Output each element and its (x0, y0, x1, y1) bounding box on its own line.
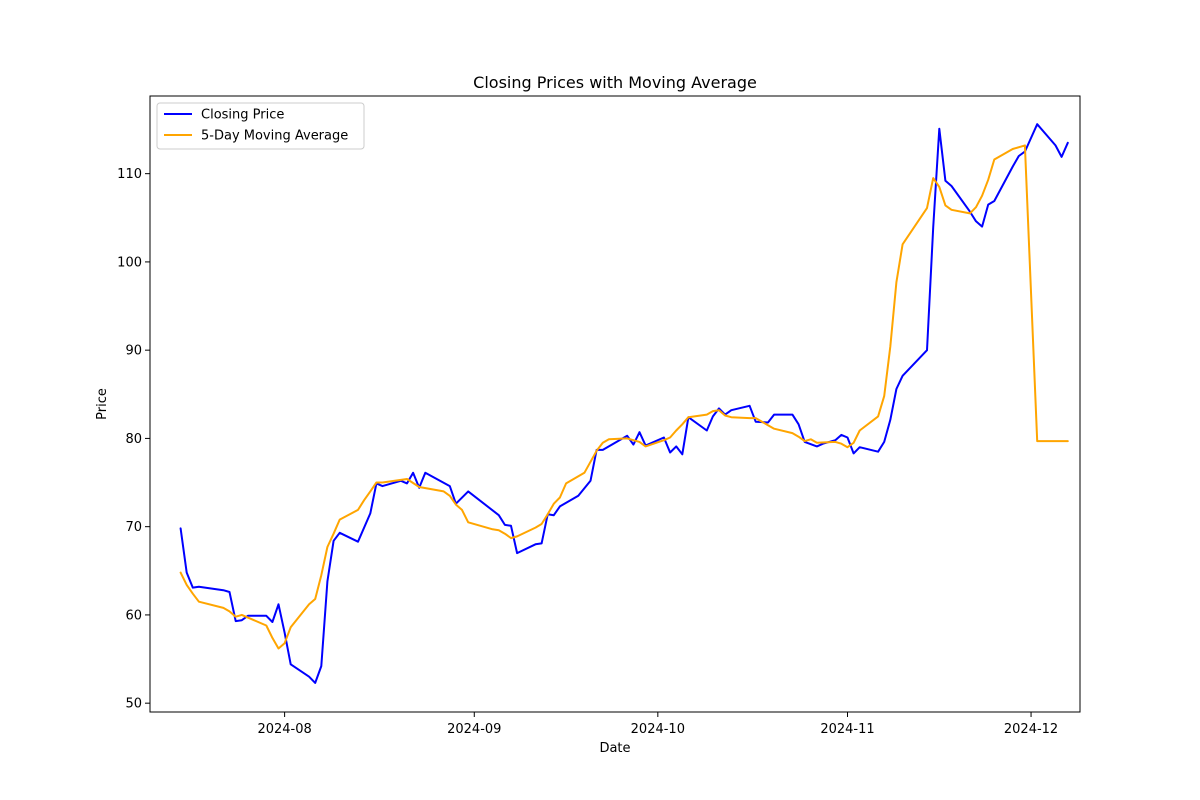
y-axis: 50 60 70 80 90 100 110 (117, 167, 150, 712)
x-tick-label: 2024-09 (447, 722, 501, 737)
x-tick-label: 2024-11 (820, 722, 874, 737)
x-tick-label: 2024-12 (1004, 722, 1058, 737)
y-tick-label: 70 (125, 520, 142, 535)
series-layer (179, 123, 1069, 684)
y-tick-label: 50 (125, 697, 142, 712)
legend-label: Closing Price (201, 108, 284, 123)
y-tick-label: 100 (117, 255, 142, 270)
legend-label: 5-Day Moving Average (201, 129, 348, 144)
y-tick-label: 110 (117, 167, 142, 182)
x-tick-label: 2024-08 (257, 722, 311, 737)
y-tick-label: 80 (125, 432, 142, 447)
series-line-moving-average (179, 144, 1069, 650)
y-axis-title: Price (95, 388, 110, 420)
y-tick-label: 90 (125, 344, 142, 359)
series-line-closing-price (179, 123, 1069, 684)
x-tick-label: 2024-10 (631, 722, 685, 737)
x-axis-title: Date (599, 741, 630, 756)
y-tick-label: 60 (125, 608, 142, 623)
plot-frame (149, 95, 1081, 713)
legend-box (156, 102, 365, 150)
x-axis: 2024-08 2024-09 2024-10 2024-11 2024-12 (257, 712, 1058, 737)
chart-title: Closing Prices with Moving Average (473, 73, 757, 92)
legend: Closing Price 5-Day Moving Average (156, 102, 365, 150)
